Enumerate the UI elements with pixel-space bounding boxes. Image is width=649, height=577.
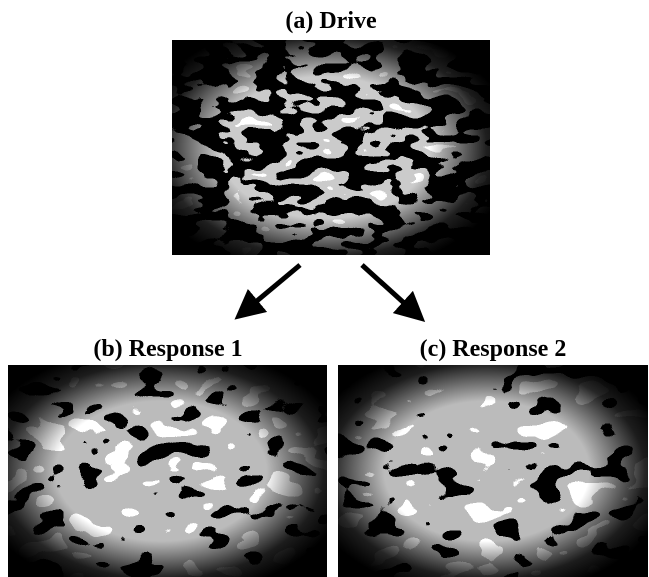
- arrow: [246, 265, 300, 310]
- response-2-image: [338, 365, 648, 577]
- arrow: [362, 265, 414, 312]
- panel-label: (a) Drive: [285, 8, 377, 34]
- panel-label: (c) Response 2: [420, 336, 567, 362]
- panel-label: (b) Response 1: [93, 336, 242, 362]
- response-1-image: [8, 365, 327, 577]
- figure: (a) Drive (b) Response 1 (c) Response 2: [0, 0, 649, 577]
- drive-image: [172, 40, 490, 255]
